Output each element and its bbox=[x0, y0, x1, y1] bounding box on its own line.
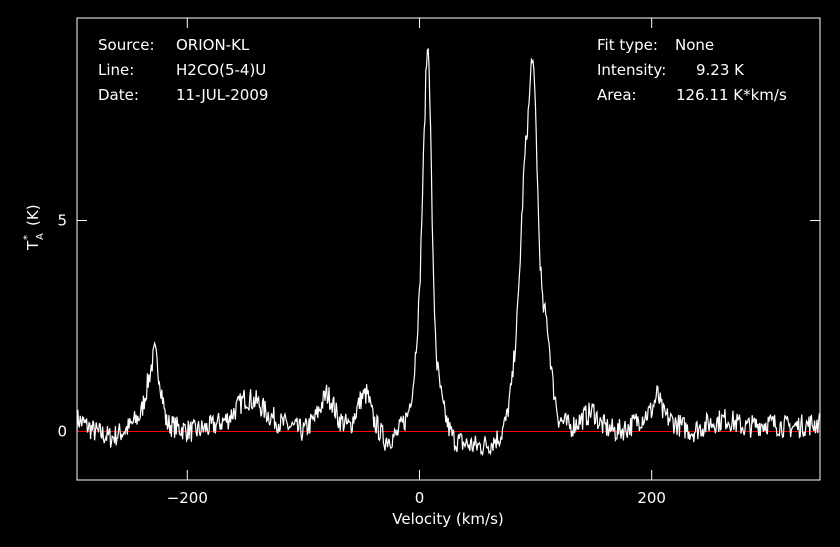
y-axis-label-superscript: * bbox=[22, 235, 33, 240]
x-tick-label: 200 bbox=[637, 489, 666, 507]
x-tick-label: −200 bbox=[167, 489, 208, 507]
fit-type-label: Fit type: bbox=[597, 36, 658, 54]
x-axis-label: Velocity (km/s) bbox=[392, 510, 503, 528]
source-label: Source: bbox=[98, 36, 155, 54]
fit-type-value: None bbox=[675, 36, 714, 54]
y-tick-label: 5 bbox=[57, 212, 67, 230]
line-label: Line: bbox=[98, 61, 134, 79]
date-value: 11-JUL-2009 bbox=[176, 86, 268, 104]
line-value: H2CO(5-4)U bbox=[176, 61, 266, 79]
x-tick-label: 0 bbox=[415, 489, 425, 507]
y-axis-label-symbol: T bbox=[24, 240, 42, 251]
y-axis-label: T * A (K) bbox=[22, 204, 46, 251]
area-value: 126.11 K*km/s bbox=[676, 86, 787, 104]
intensity-value: 9.23 K bbox=[696, 61, 745, 79]
y-axis-label-subscript: A bbox=[35, 233, 46, 240]
area-label: Area: bbox=[597, 86, 637, 104]
y-axis-label-unit: (K) bbox=[24, 204, 42, 226]
y-tick-label: 0 bbox=[57, 422, 67, 440]
intensity-label: Intensity: bbox=[597, 61, 666, 79]
plot-frame bbox=[76, 17, 821, 481]
spectrum-series-line bbox=[76, 47, 820, 457]
date-label: Date: bbox=[98, 86, 139, 104]
source-value: ORION-KL bbox=[176, 36, 250, 54]
